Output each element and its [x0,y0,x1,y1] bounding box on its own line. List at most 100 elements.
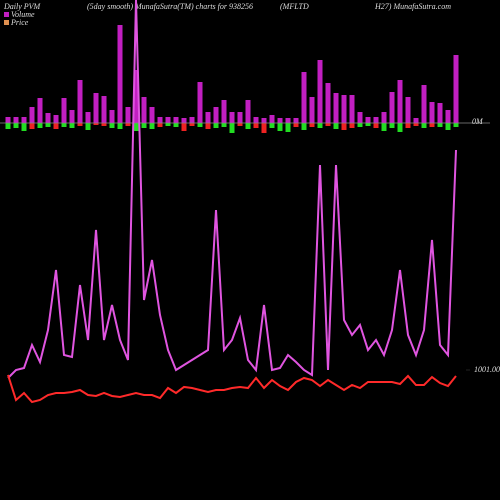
volume-bar [141,97,147,123]
flow-bar [277,123,283,131]
volume-bar [61,98,67,123]
volume-bar [253,117,259,123]
flow-bar [45,123,51,127]
volume-bar [325,83,331,123]
volume-bar [5,117,11,123]
volume-bar [149,107,155,123]
volume-bar [133,70,139,123]
flow-bar [221,123,227,127]
chart-title: Daily PVM [3,2,42,11]
volume-bar [373,117,379,123]
volume-bar [301,72,307,123]
volume-bar [437,103,443,123]
volume-bar [365,117,371,123]
volume-bar [21,117,27,123]
volume-bar [77,80,83,123]
flow-bar [141,123,147,128]
flow-bar [149,123,155,129]
flow-bar [293,123,299,127]
volume-bar [421,85,427,123]
flow-bar [405,123,411,128]
flow-bar [237,123,243,126]
volume-bar [269,115,275,123]
flow-bar [357,123,363,127]
chart-title: (5day smooth) MunafaSutra(TM) charts for… [87,2,253,11]
volume-bar [213,107,219,123]
volume-bar [245,100,251,123]
flow-bar [365,123,371,126]
volume-bar [237,112,243,123]
flow-bar [101,123,107,126]
flow-bar [133,123,139,131]
flow-bar [253,123,259,128]
flow-bar [117,123,123,129]
flow-bar [5,123,11,129]
flow-bar [165,123,171,126]
legend-swatch [4,20,9,25]
flow-bar [341,123,347,130]
flow-bar [429,123,435,127]
flow-bar [397,123,403,132]
flow-bar [157,123,163,127]
volume-bar [349,95,355,123]
volume-bar [229,112,235,123]
flow-bar [453,123,459,127]
volume-bar [109,110,115,123]
volume-bar [197,82,203,123]
volume-bar [277,118,283,123]
chart-title: H27) MunafaSutra.com [374,2,451,11]
flow-bar [213,123,219,128]
flow-bar [173,123,179,127]
flow-bar [181,123,187,131]
volume-bar [117,25,123,123]
flow-bar [309,123,315,127]
price-line [7,374,457,404]
volume-bar [357,112,363,123]
volume-bar [397,80,403,123]
legend-label: Price [10,18,29,27]
flow-bar [61,123,67,127]
volume-bar [173,117,179,123]
volume-bar [37,98,43,123]
volume-bar [341,95,347,123]
flow-bar [333,123,339,129]
volume-bar [13,117,19,123]
flow-bar [413,123,419,126]
flow-bar [109,123,115,128]
chart-title: (MFLTD [280,2,309,11]
flow-bar [53,123,59,129]
flow-bar [205,123,211,129]
legend-label: Volume [11,10,35,19]
volume-bar [429,102,435,123]
flow-bar [85,123,91,130]
legend-swatch [4,12,9,17]
y-tick-label: 0M [472,117,484,126]
flow-bar [301,123,307,130]
flow-bar [197,123,203,127]
volume-bar [157,117,163,123]
volume-bar [333,93,339,123]
flow-bar [69,123,75,128]
flow-bar [21,123,27,131]
flow-bar [93,123,99,125]
flow-bar [125,123,131,126]
volume-bar [381,112,387,123]
volume-bar [293,118,299,123]
volume-bar [165,117,171,123]
flow-bar [421,123,427,128]
flow-bar [37,123,43,128]
volume-bar [413,118,419,123]
flow-bar [245,123,251,129]
volume-bar [285,118,291,123]
volume-bar [181,118,187,123]
volume-bar [125,107,131,123]
flow-bar [189,123,195,126]
flow-bar [229,123,235,133]
flow-bar [437,123,443,127]
volume-bar [317,60,323,123]
volume-bar [389,92,395,123]
volume-bar [189,117,195,123]
price-tick-label: 1001.00 [474,365,500,374]
flow-bar [445,123,451,130]
